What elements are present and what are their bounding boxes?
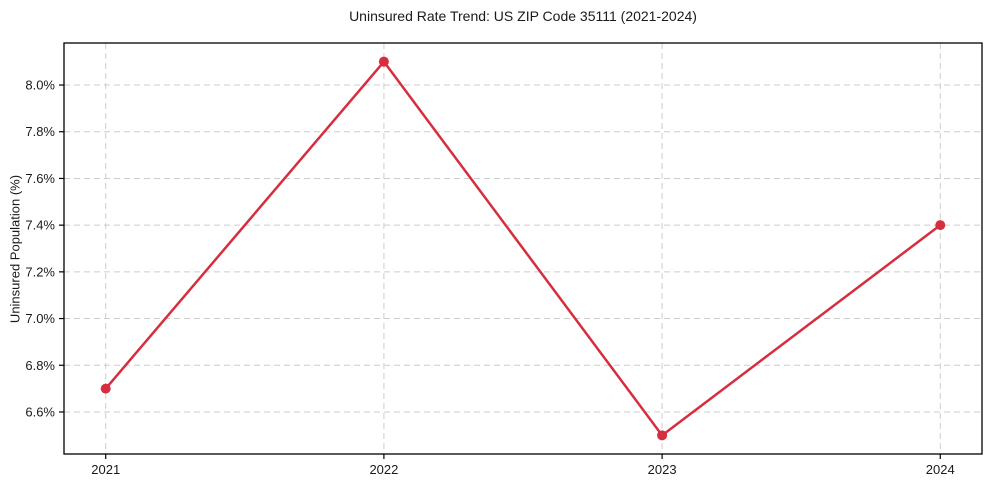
chart-title: Uninsured Rate Trend: US ZIP Code 35111 …	[349, 8, 697, 24]
y-tick-label: 7.6%	[25, 171, 55, 186]
x-tick-label: 2022	[369, 462, 398, 477]
data-point-marker	[100, 383, 111, 394]
plot-border	[63, 42, 983, 455]
x-tick-label: 2024	[926, 462, 955, 477]
data-point-marker	[657, 430, 668, 441]
y-tick-label: 7.0%	[25, 311, 55, 326]
x-tick-label: 2023	[648, 462, 677, 477]
y-tick-label: 7.4%	[25, 218, 55, 233]
data-point-marker	[935, 220, 946, 231]
trend-line	[104, 60, 942, 437]
y-tick-label: 8.0%	[25, 78, 55, 93]
y-tick-label: 6.8%	[25, 358, 55, 373]
x-tick-label: 2021	[91, 462, 120, 477]
y-tick-label: 7.2%	[25, 264, 55, 279]
y-tick-label: 6.6%	[25, 404, 55, 419]
data-point-marker	[378, 56, 389, 67]
y-tick-label: 7.8%	[25, 124, 55, 139]
